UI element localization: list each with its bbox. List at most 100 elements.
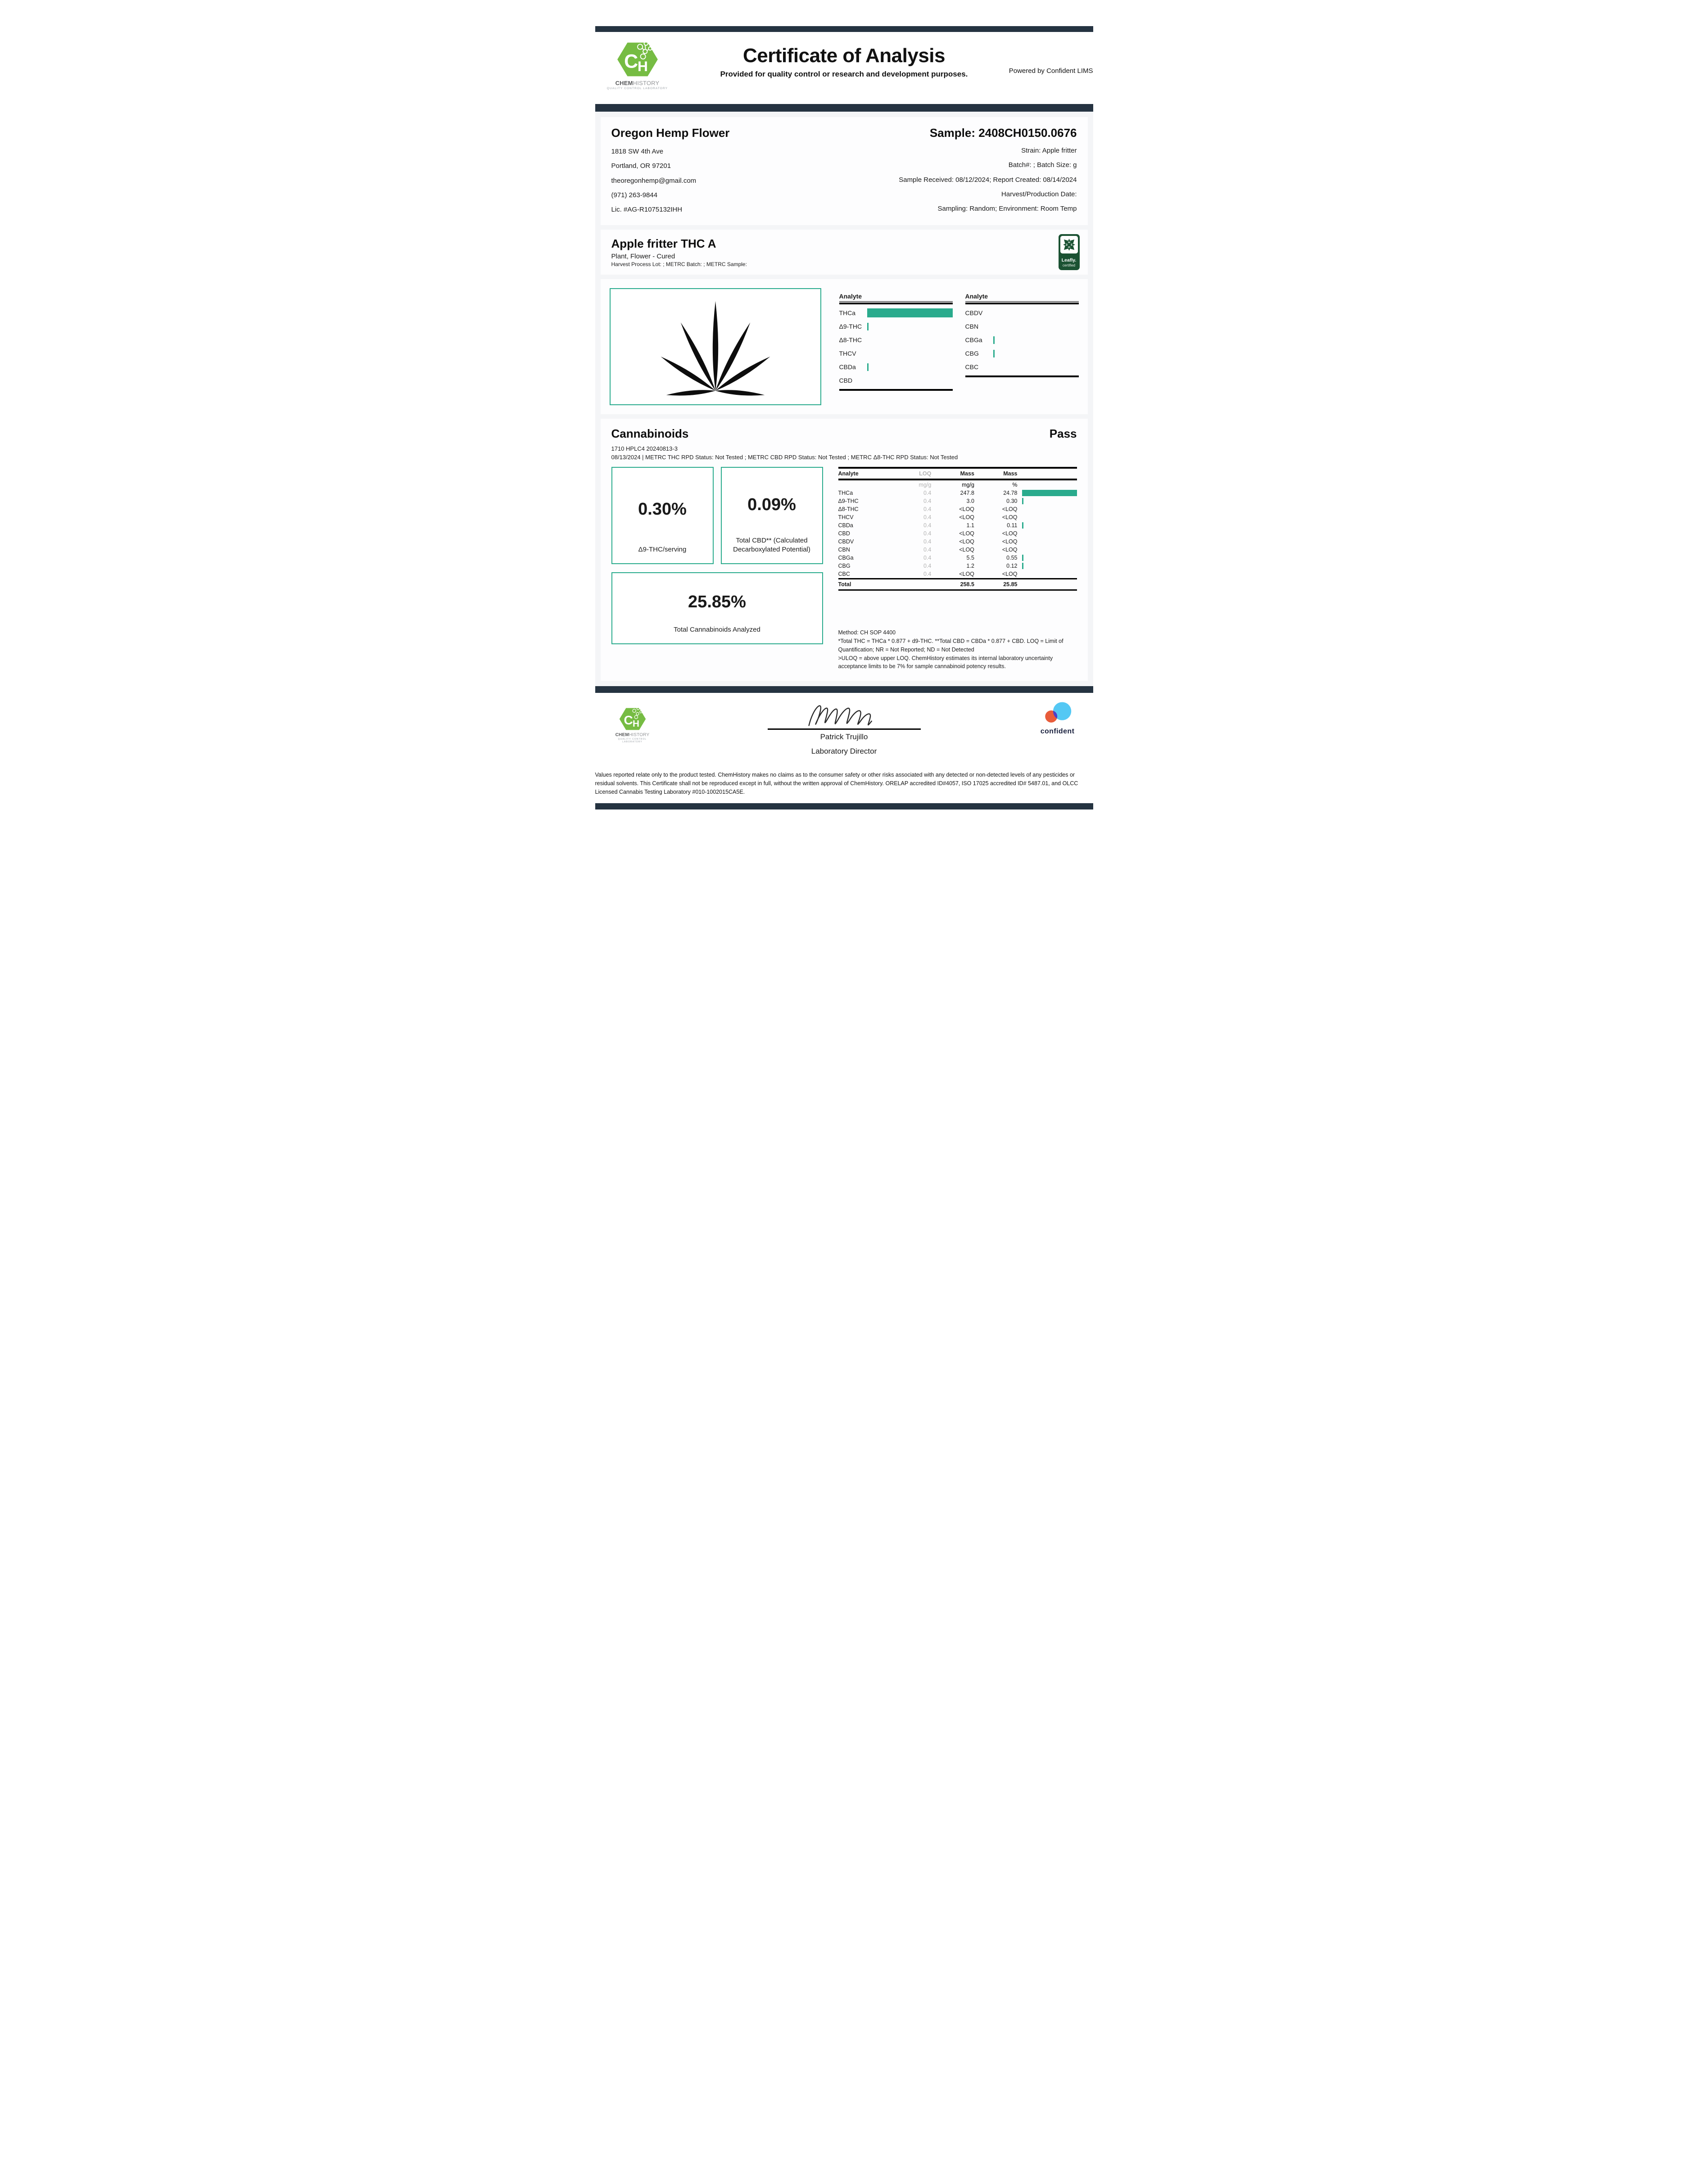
highlight-label: Total Cannabinoids Analyzed — [674, 626, 760, 633]
page-subtitle: Provided for quality control or research… — [720, 70, 968, 78]
cell-analyte: CBC — [838, 571, 850, 578]
analyte-label: THCa — [839, 309, 856, 317]
mini-chart-header: Analyte — [965, 293, 1079, 302]
cell-analyte: CBD — [838, 530, 850, 537]
cell-analyte: Δ9-THC — [838, 498, 859, 505]
mini-chart-row: CBC — [965, 360, 1079, 374]
table-row: CBDV 0.4 <LOQ <LOQ — [838, 538, 1077, 546]
cell-mass-pct: <LOQ — [1002, 538, 1018, 545]
disclaimer-text: Values reported relate only to the produ… — [595, 771, 1078, 796]
cell-analyte: CBGa — [838, 555, 854, 561]
analyte-bar — [867, 363, 869, 371]
cell-analyte: CBDa — [838, 522, 853, 529]
footer-rule — [965, 375, 1079, 378]
cell-mass-pct: 0.55 — [1006, 555, 1018, 561]
sample-received: Sample Received: 08/12/2024; Report Crea… — [899, 176, 1077, 184]
signature-icon — [808, 705, 872, 726]
signatory-name: Patrick Trujillo — [820, 733, 868, 741]
coa-page: C H CHEMHISTORY QUALITY CONTROL LABORATO… — [562, 0, 1126, 809]
mini-chart-row: CBG — [965, 347, 1079, 360]
cell-loq: 0.4 — [923, 514, 932, 521]
confident-lims-logo: confident — [1033, 701, 1082, 736]
cell-mass-pct: 0.30 — [1006, 498, 1018, 505]
bar-track — [993, 362, 1079, 372]
cell-mass-pct: <LOQ — [1002, 506, 1018, 513]
method-note-line: *Total THC = THCa * 0.877 + d9-THC. **To… — [838, 638, 1063, 653]
highlight-box-d9-thc: 0.30% Δ9-THC/serving — [611, 467, 714, 565]
cell-mass-pct: <LOQ — [1002, 571, 1018, 578]
cell-mass-pct: 0.11 — [1007, 522, 1018, 529]
cell-mass-pct: <LOQ — [1002, 547, 1018, 553]
analyte-bar — [867, 308, 953, 318]
mini-chart-row: THCV — [839, 347, 953, 360]
confident-circles-icon — [1045, 702, 1071, 723]
content-panel: Oregon Hemp Flower 1818 SW 4th Ave Portl… — [595, 112, 1093, 686]
cell-mass-mgg: <LOQ — [959, 547, 974, 553]
table-row: CBC 0.4 <LOQ <LOQ — [838, 570, 1077, 579]
sample-batch: Batch#: ; Batch Size: g — [1008, 161, 1077, 169]
bar-track — [867, 348, 953, 358]
cell-loq: 0.4 — [923, 522, 932, 529]
sample-sampling: Sampling: Random; Environment: Room Temp — [937, 205, 1077, 213]
total-mass-pct: 25.85 — [974, 578, 1018, 591]
cell-mass-mgg: 3.0 — [966, 498, 974, 505]
table-row: CBD 0.4 <LOQ <LOQ — [838, 529, 1077, 538]
col-header-mass-pct: Mass — [974, 467, 1018, 481]
signature-line — [767, 728, 921, 730]
header-rule — [965, 303, 1079, 305]
cell-loq: 0.4 — [923, 555, 932, 561]
client-info: Oregon Hemp Flower 1818 SW 4th Ave Portl… — [611, 126, 730, 217]
sample-strain: Strain: Apple fritter — [1021, 147, 1077, 154]
total-row: Total 258.5 25.85 — [838, 578, 1077, 591]
cell-analyte: THCV — [838, 514, 854, 521]
svg-text:H: H — [633, 719, 639, 729]
confident-wordmark: confident — [1040, 728, 1075, 735]
client-address1: 1818 SW 4th Ave — [611, 148, 664, 155]
cell-loq: 0.4 — [923, 490, 932, 497]
bar-track — [867, 375, 953, 385]
highlight-box-total-cannabinoids: 25.85% Total Cannabinoids Analyzed — [611, 572, 823, 645]
units-row: mg/g mg/g % — [838, 479, 1077, 489]
section-title: Cannabinoids — [611, 427, 689, 441]
chemhistory-logo: C H CHEMHISTORY QUALITY CONTROL LABORATO… — [606, 40, 669, 90]
analyte-label: CBGa — [965, 336, 982, 344]
analyte-bar — [867, 322, 869, 330]
cell-analyte: THCa — [838, 490, 853, 497]
method-note-line: Method: CH SOP 4400 — [838, 629, 896, 636]
product-name: Apple fritter THC A — [611, 237, 716, 251]
bar-track — [867, 335, 953, 345]
table-row: CBGa 0.4 5.5 0.55 — [838, 554, 1077, 562]
signatory-title: Laboratory Director — [811, 747, 877, 756]
svg-text:H: H — [638, 58, 648, 74]
unit-loq: mg/g — [919, 482, 932, 488]
chemhistory-tagline: QUALITY CONTROL LABORATORY — [606, 87, 668, 90]
cell-analyte: CBDV — [838, 538, 854, 545]
svg-text:C: C — [624, 51, 638, 72]
table-row: CBDa 0.4 1.1 0.11 — [838, 521, 1077, 529]
cell-bar — [1018, 570, 1077, 579]
cell-bar — [1018, 546, 1077, 554]
product-metrc-line: Harvest Process Lot: ; METRC Batch: ; ME… — [611, 261, 747, 268]
unit-mass-pct: % — [1012, 482, 1018, 488]
mini-chart-row: CBDV — [965, 306, 1079, 320]
cell-mass-mgg: 247.8 — [960, 490, 974, 497]
total-label: Total — [838, 578, 896, 591]
cell-bar — [1018, 538, 1077, 546]
cell-mass-pct: 24.78 — [1003, 490, 1018, 497]
client-sample-card: Oregon Hemp Flower 1818 SW 4th Ave Portl… — [600, 117, 1088, 226]
instrument-line: 1710 HPLC4 20240813-3 — [611, 445, 678, 452]
footer: C H CHEMHISTORY QUALITY CONTROL LABORATO… — [595, 693, 1093, 797]
client-email: theoregonhemp@gmail.com — [611, 176, 697, 185]
chemhistory-hexagon-icon: C H — [617, 41, 658, 77]
bar-track — [867, 362, 953, 372]
page-title: Certificate of Analysis — [742, 45, 946, 67]
cell-bar — [1018, 529, 1077, 538]
top-divider-bar — [595, 26, 1093, 32]
mini-chart-row: CBDa — [839, 360, 953, 374]
cell-loq: 0.4 — [923, 538, 932, 545]
highlight-label: Total CBD** (Calculated Decarboxylated P… — [733, 536, 810, 553]
mini-chart-row: CBN — [965, 320, 1079, 333]
metrc-status-line: 08/13/2024 | METRC THC RPD Status: Not T… — [611, 454, 958, 461]
product-card: Apple fritter THC A Plant, Flower - Cure… — [600, 230, 1088, 275]
cell-mass-mgg: 5.5 — [966, 555, 974, 561]
